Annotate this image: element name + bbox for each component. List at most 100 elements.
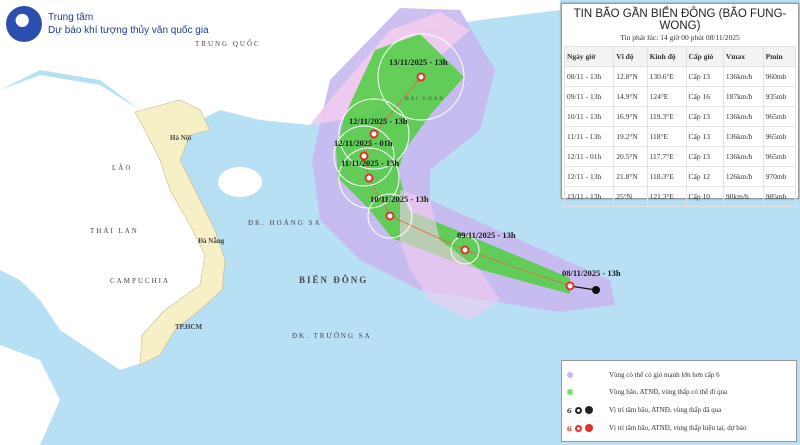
nchmf-logo	[6, 6, 42, 42]
column-header: Vĩ độ	[613, 46, 648, 67]
table-row: 13/11 - 13h 25°N 121.3°E Cấp 10 90km/h 985mb	[563, 186, 797, 207]
table-cell: 25°N	[613, 186, 648, 207]
forecast-radius-circle	[333, 125, 395, 187]
hainan-island	[218, 167, 262, 197]
table-cell: 12.8°N	[613, 66, 648, 87]
table-cell: 935mb	[762, 86, 797, 107]
table-cell: 118°E	[646, 126, 687, 147]
storm-position-marker	[359, 151, 369, 161]
south-land	[0, 345, 60, 445]
label-hcm: TP.HCM	[175, 323, 203, 331]
table-cell: 130.6°E	[646, 66, 687, 87]
table-cell: 985mb	[762, 186, 797, 207]
table-cell: 187km/h	[722, 86, 764, 107]
table-cell: 126km/h	[722, 166, 764, 187]
storm-time-label: 12/11/2025 - 01h	[334, 138, 393, 148]
table-cell: 09/11 - 13h	[563, 86, 615, 107]
table-row: 09/11 - 13h 14.9°N 124°E Cấp 16 187km/h 935mb	[563, 86, 797, 107]
low-icon	[584, 424, 593, 432]
forecast-table: Ngày giờ Vĩ độ Kinh độ Cấp gió Vmax Pmin 08/1…	[563, 46, 797, 207]
forecast-radius-circle	[338, 147, 400, 209]
column-header: Pmin	[762, 46, 797, 67]
label-thailand: THÁI LAN	[90, 227, 139, 235]
label-laos: LÀO	[112, 164, 132, 172]
column-header: Cấp gió	[685, 46, 724, 67]
label-danang: Đà Nẵng	[198, 237, 225, 245]
vietnam-land	[134, 99, 226, 366]
column-header: Kinh độ	[646, 46, 687, 67]
table-cell: 10/11 - 13h	[563, 106, 615, 127]
purple-dot-icon	[567, 372, 573, 378]
legend-item-strong-wind: Vùng có thể có gió mạnh lớn hơn cấp 6	[562, 369, 720, 381]
table-cell: 960mb	[762, 66, 797, 87]
forecast-radius-circle	[338, 98, 410, 170]
label-china: TRUNG QUỐC	[195, 40, 261, 48]
label-taiwan: ĐÀI LOAN	[405, 96, 445, 102]
header: Trung tâm Dự báo khí tượng thủy văn quốc…	[6, 6, 209, 42]
storm-time-label: 11/11/2025 - 13h	[341, 158, 399, 168]
table-cell: 965mb	[762, 146, 797, 167]
table-row: 08/11 - 13h 12.8°N 130.6°E Cấp 13 136km/h 960…	[563, 66, 797, 87]
storm-zone-cone	[336, 34, 570, 294]
ring-icon	[574, 406, 582, 414]
table-cell: 21.8°N	[613, 166, 648, 187]
forecast-radius-circle	[450, 235, 480, 265]
table-cell: Cấp 13	[685, 146, 724, 167]
storm-position-marker	[385, 211, 395, 221]
storm-time-label: 12/11/2025 - 13h	[349, 116, 408, 126]
legend-item-past: ϭ Vị trí tâm bão, ATNĐ, vùng thấp đã qua	[562, 404, 721, 416]
table-cell: 90km/h	[722, 186, 764, 207]
bulletin-issued: Tin phát lúc: 14 giờ 00 phút 08/11/2025	[620, 33, 740, 42]
storm-time-label: 10/11/2025 - 13h	[370, 194, 429, 204]
label-cambodia: CAMPUCHIA	[110, 277, 170, 285]
table-cell: 124°E	[646, 86, 687, 107]
table-cell: Cấp 13	[685, 126, 724, 147]
table-cell: 121.3°E	[646, 186, 687, 207]
table-cell: 136km/h	[722, 66, 764, 87]
table-cell: 11/11 - 13h	[563, 126, 615, 147]
column-header: Vmax	[722, 46, 764, 67]
storm-symbol-icon: ϭ	[567, 405, 572, 415]
legend-item-forecast: ϭ Vị trí tâm bão, ATNĐ, vùng thấp hiện t…	[562, 422, 746, 434]
storm-time-label: 09/11/2025 - 13h	[457, 230, 516, 240]
table-row: 10/11 - 13h 16.9°N 119.3°E Cấp 13 136km/h 965…	[563, 106, 797, 127]
table-cell: 965mb	[762, 106, 797, 127]
table-cell: 08/11 - 13h	[563, 66, 615, 87]
table-cell: Cấp 16	[685, 86, 724, 107]
legend-text: Vùng bão, ATNĐ, vùng thấp có thể đi qua	[609, 388, 728, 396]
legend: Vùng có thể có gió mạnh lớn hơn cấp 6 Vù…	[561, 360, 797, 442]
legend-text: Vị trí tâm bão, ATNĐ, vùng thấp đã qua	[609, 406, 722, 414]
low-icon	[584, 406, 593, 414]
past-position-marker	[592, 286, 600, 294]
forecast-radius-circle	[367, 193, 413, 239]
china-land	[0, 0, 560, 125]
storm-position-marker	[364, 173, 374, 183]
storm-position-marker	[416, 72, 426, 82]
legend-item-storm-zone: Vùng bão, ATNĐ, vùng thấp có thể đi qua	[562, 386, 727, 398]
table-cell: 12/11 - 13h	[563, 166, 615, 187]
bulletin-panel: TIN BÃO GẦN BIỂN ĐÔNG (BÃO FUNG-WONG) Ti…	[561, 3, 799, 207]
table-cell: 16.9°N	[613, 106, 648, 127]
table-cell: 14.9°N	[613, 86, 648, 107]
table-cell: 119.3°E	[646, 106, 687, 127]
table-cell: 117.7°E	[646, 146, 687, 167]
table-cell: 136km/h	[722, 146, 764, 167]
table-row: 12/11 - 13h 21.8°N 118.3°E Cấp 12 126km/h 970…	[563, 166, 797, 187]
green-dot-icon	[567, 389, 573, 395]
philippines-land	[400, 190, 500, 320]
table-cell: 136km/h	[722, 106, 764, 127]
storm-symbol-icon: ϭ	[567, 423, 572, 433]
storm-position-marker	[460, 245, 470, 255]
table-cell: 118.3°E	[646, 166, 687, 187]
table-cell: Cấp 10	[685, 186, 724, 207]
table-cell: Cấp 13	[685, 106, 724, 127]
label-hanoi: Hà Nội	[170, 134, 191, 142]
table-cell: 19.2°N	[613, 126, 648, 147]
forecast-radius-circle	[377, 33, 465, 121]
ring-icon	[574, 424, 582, 432]
column-header: Ngày giờ	[563, 46, 615, 67]
table-row: 12/11 - 01h 20.5°N 117.7°E Cấp 13 136km/h 965…	[563, 146, 797, 167]
org-line2: Dự báo khí tượng thủy văn quốc gia	[48, 25, 209, 36]
